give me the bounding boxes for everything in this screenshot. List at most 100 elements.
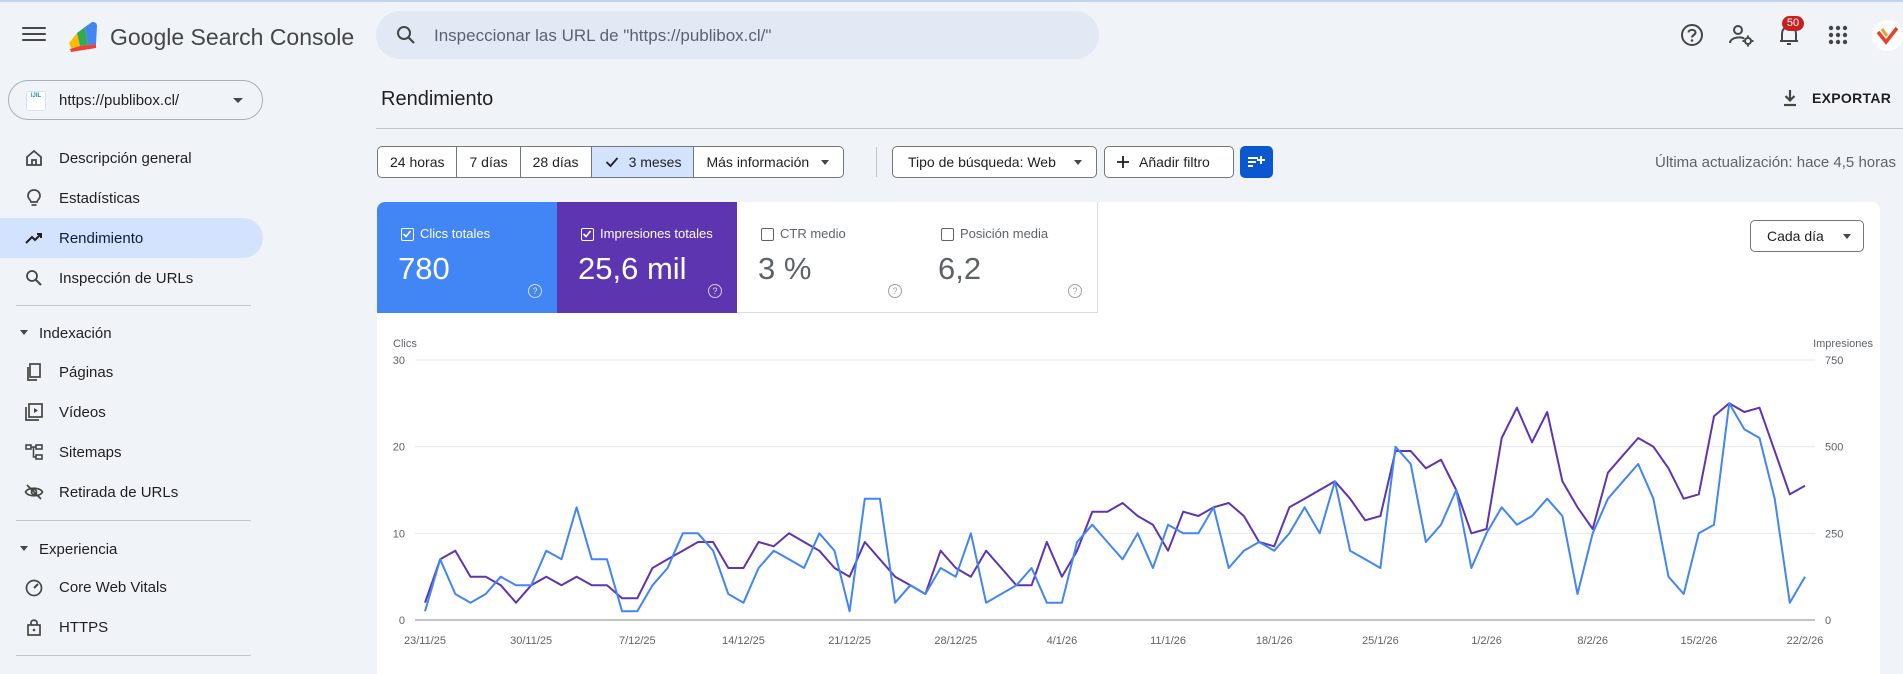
left-axis-title: Clics [393,338,417,350]
x-tick-label: 7/12/25 [619,635,656,647]
search-icon [26,270,42,286]
checkbox-unchecked-icon[interactable] [941,228,954,241]
sidebar-item-label: Retirada de URLs [59,484,179,501]
chevron-down-icon [821,160,830,165]
checkbox-unchecked-icon[interactable] [761,228,774,241]
date-range-24h[interactable]: 24 horas [378,147,458,177]
sidebar-item-core-web-vitals[interactable]: Core Web Vitals [0,567,263,607]
eye-off-icon [24,484,44,500]
x-tick-label: 15/2/26 [1680,635,1717,647]
date-range-28d[interactable]: 28 días [521,147,592,177]
sidebar-item-removals[interactable]: Retirada de URLs [0,472,263,512]
sidebar-item-label: Vídeos [59,404,106,421]
metric-average-position[interactable]: Posición media 6,2 ? [917,202,1098,313]
right-axis-title: Impresiones [1813,338,1873,350]
filter-settings-button[interactable] [1240,146,1273,178]
help-icon[interactable]: ? [888,284,902,298]
sidebar-divider [16,305,251,306]
metric-average-ctr[interactable]: CTR medio 3 % ? [737,202,918,313]
x-tick-label: 28/12/25 [934,635,977,647]
product-name[interactable]: Google Search Console [110,24,355,50]
x-tick-label: 30/11/25 [510,635,552,647]
sidebar-item-https[interactable]: HTTPS [0,607,263,647]
granularity-dropdown[interactable]: Cada día [1750,220,1864,252]
sidebar-section-label: Experiencia [39,541,118,558]
sidebar-item-label: Estadísticas [59,190,140,207]
toolbar-separator [876,147,877,177]
date-range-7d[interactable]: 7 días [457,147,521,177]
property-url[interactable]: https://publibox.cl/ [59,92,180,109]
search-type-filter[interactable]: Tipo de búsqueda: Web [892,146,1097,178]
chevron-down-icon[interactable] [233,98,243,103]
x-tick-label: 14/12/25 [722,635,765,647]
sidebar-item-overview[interactable]: Descripción general [0,138,263,178]
metric-label: CTR medio [780,226,846,241]
help-icon[interactable]: ? [1068,284,1082,298]
sidebar-section-indexing[interactable]: Indexación [0,318,263,348]
sidebar-item-label: Rendimiento [59,230,144,247]
performance-chart[interactable]: 0 10 20 30 0 250 500 750 Clics Impresiones 23/11/2… [377,330,1877,660]
date-range-selector: 24 horas 7 días 28 días 3 meses Más info… [377,146,845,178]
help-icon[interactable]: ? [708,284,722,298]
x-tick-label: 25/1/26 [1362,635,1399,647]
add-filter-button[interactable]: Añadir filtro [1104,146,1234,178]
account-avatar[interactable] [1872,20,1903,51]
sidebar-item-url-inspection[interactable]: Inspección de URLs [0,258,263,298]
y-tick-label-left: 30 [393,355,405,367]
date-range-3m[interactable]: 3 meses [591,147,695,177]
y-tick-label-left: 10 [393,528,405,540]
gauge-icon [25,579,43,597]
plus-icon [1117,156,1129,168]
sidebar-divider [16,520,251,521]
sidebar-item-pages[interactable]: Páginas [0,352,263,392]
sidebar-item-label: Core Web Vitals [59,579,167,596]
help-icon[interactable]: ? [528,284,542,298]
metric-total-impressions[interactable]: Impresiones totales 25,6 mil ? [557,202,738,313]
y-tick-label-left: 20 [393,442,405,454]
sidebar-item-insights[interactable]: Estadísticas [0,178,263,218]
download-icon [1784,90,1796,107]
y-tick-label-left: 0 [399,615,405,627]
search-icon[interactable] [394,23,418,47]
collapse-caret-icon[interactable] [20,546,28,551]
property-favicon: IJIL [26,91,46,111]
user-settings-icon[interactable] [1727,21,1755,49]
search-placeholder[interactable]: Inspeccionar las URL de "https://publibo… [434,26,772,45]
x-tick-label: 1/2/26 [1471,635,1502,647]
checkbox-checked-icon[interactable] [581,228,594,241]
sidebar-section-experience[interactable]: Experiencia [0,534,263,564]
metric-total-clicks[interactable]: Clics totales 780 ? [377,202,558,313]
sidebar-section-label: Indexación [39,325,112,342]
home-icon [26,149,42,166]
search-console-logo[interactable] [66,19,100,53]
x-tick-label: 23/11/25 [404,635,446,647]
metric-value: 6,2 [938,251,982,286]
sidebar-item-performance[interactable]: Rendimiento [0,218,263,258]
x-tick-label: 11/1/26 [1150,635,1186,647]
metric-label: Posición media [960,226,1049,241]
series-line-impressions [424,402,1806,604]
url-inspection-search[interactable]: Inspeccionar las URL de "https://publibo… [376,11,1099,59]
search-type-label: Tipo de búsqueda: Web [908,154,1056,170]
chevron-down-icon [1843,234,1851,239]
help-icon[interactable] [1678,21,1706,49]
collapse-caret-icon[interactable] [20,330,28,335]
sidebar-item-videos[interactable]: Vídeos [0,392,263,432]
last-update-text: Última actualización: hace 4,5 horas [1655,154,1896,171]
property-selector[interactable]: IJIL https://publibox.cl/ [8,80,263,120]
metric-value: 3 % [758,251,812,286]
metric-label: Clics totales [420,226,491,241]
sidebar-item-label: Sitemaps [59,444,122,461]
window-top-border [0,0,1903,2]
sidebar-item-label: Inspección de URLs [59,270,194,287]
more-info-dropdown[interactable]: Más información [694,147,843,177]
granularity-label: Cada día [1767,228,1824,244]
notification-badge[interactable]: 50 [1782,16,1804,31]
menu-icon[interactable] [22,24,46,44]
app-header: Google Search Console Inspeccionar las U… [0,2,1903,68]
sidebar-item-sitemaps[interactable]: Sitemaps [0,432,263,472]
apps-grid-icon[interactable] [1824,21,1852,49]
checkbox-checked-icon[interactable] [401,228,414,241]
pages-icon [27,363,41,381]
sidebar-item-label: Páginas [59,364,114,381]
